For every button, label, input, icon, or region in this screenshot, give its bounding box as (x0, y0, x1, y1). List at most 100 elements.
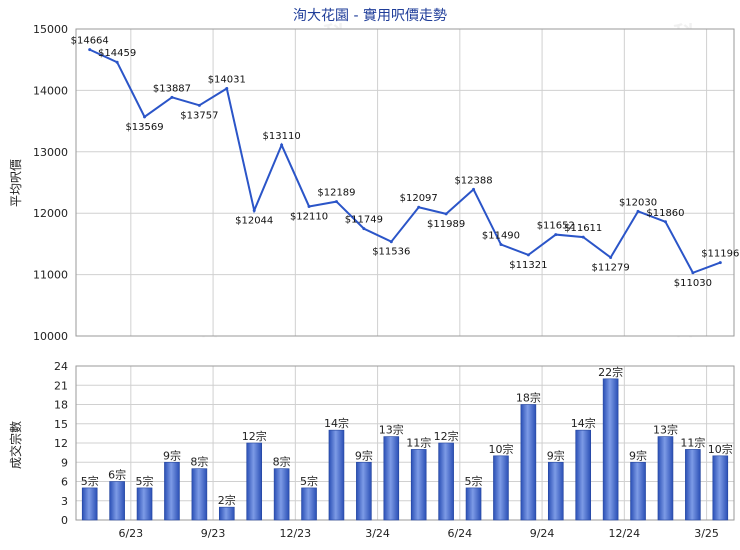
chart-title: 洵大花園 - 實用呎價走勢 (293, 7, 447, 24)
volume-data-label: 11宗 (406, 435, 431, 449)
volume-data-label: 11宗 (680, 435, 705, 449)
price-point (280, 143, 284, 147)
price-point (718, 261, 722, 265)
price-data-label: $11030 (674, 278, 712, 289)
price-data-label: $12097 (400, 193, 438, 204)
volume-data-label: 9宗 (629, 448, 647, 462)
price-data-label: $14031 (208, 74, 246, 85)
price-point (472, 187, 476, 191)
plot-frame (75, 365, 735, 521)
y-tick-label: 21 (54, 379, 68, 392)
volume-bar (328, 429, 345, 521)
volume-data-label: 12宗 (434, 429, 459, 443)
y-tick-label: 24 (54, 360, 68, 373)
price-data-label: $12388 (454, 175, 492, 186)
y-tick-label: 15000 (33, 23, 68, 36)
price-point (225, 86, 229, 90)
volume-bar (520, 404, 537, 521)
x-tick-label: 9/24 (530, 527, 555, 540)
volume-data-label: 18宗 (516, 391, 541, 405)
volume-data-label: 10宗 (488, 442, 513, 456)
price-data-label: $11196 (701, 249, 739, 260)
volume-bar (712, 455, 729, 521)
volume-bar (602, 378, 619, 521)
price-data-label: $13887 (153, 83, 191, 94)
volume-bar (191, 468, 208, 521)
price-point (609, 255, 613, 259)
y-tick-label: 9 (61, 456, 68, 469)
price-point (170, 95, 174, 99)
volume-bar (136, 487, 153, 521)
price-point (362, 227, 366, 231)
price-data-label: $14459 (98, 48, 136, 59)
price-point (143, 115, 147, 119)
y-tick-label: 10000 (33, 330, 68, 343)
price-point (307, 204, 311, 208)
volume-bar (630, 461, 646, 521)
y-tick-label: 3 (61, 495, 68, 508)
volume-data-label: 22宗 (598, 365, 623, 379)
volume-bar (301, 487, 317, 521)
volume-data-label: 9宗 (355, 448, 373, 462)
price-point (499, 243, 503, 247)
x-tick-label: 6/23 (118, 527, 143, 540)
price-point (389, 240, 393, 244)
price-point (197, 103, 201, 107)
line-y-axis-label: 平均呎價 (9, 159, 23, 207)
volume-data-label: 5宗 (300, 474, 318, 488)
volume-bar (246, 442, 263, 521)
price-data-label: $13569 (125, 122, 163, 133)
volume-bar (81, 487, 98, 521)
y-tick-label: 15 (54, 418, 68, 431)
y-tick-label: 11000 (33, 269, 68, 282)
price-point (526, 253, 530, 257)
price-point (636, 209, 640, 213)
volume-bar (356, 461, 372, 521)
price-point (88, 48, 92, 52)
x-tick-label: 9/23 (201, 527, 226, 540)
y-tick-label: 12 (54, 437, 68, 450)
plot-area (76, 29, 734, 336)
price-data-label: $11490 (482, 231, 520, 242)
volume-bar (465, 487, 482, 521)
volume-data-label: 5宗 (81, 474, 99, 488)
volume-bar (657, 436, 674, 521)
x-tick-label: 6/24 (447, 527, 472, 540)
volume-bar (547, 461, 564, 521)
price-data-label: $11749 (345, 215, 383, 226)
y-tick-label: 6 (61, 476, 68, 489)
y-tick-label: 0 (61, 514, 68, 527)
price-data-label: $12030 (619, 197, 657, 208)
price-data-label: $12189 (317, 188, 355, 199)
volume-bar (575, 429, 592, 521)
volume-data-label: 8宗 (273, 455, 291, 469)
volume-bar (493, 455, 509, 521)
bar-y-axis-label: 成交宗數 (8, 421, 23, 469)
price-point (691, 271, 695, 275)
volume-data-label: 12宗 (242, 429, 267, 443)
volume-data-label: 5宗 (136, 474, 154, 488)
y-tick-label: 12000 (33, 207, 68, 220)
volume-bar (438, 442, 454, 521)
price-point (554, 233, 558, 237)
volume-bar (383, 436, 400, 521)
volume-bar (410, 449, 427, 521)
volume-data-label: 2宗 (218, 493, 236, 507)
price-data-label: $11611 (564, 223, 602, 234)
price-data-label: $13110 (263, 131, 301, 142)
price-line-panel: 10000 11000 12000 13000 14000 15000$14664$144… (33, 23, 739, 343)
volume-data-label: 9宗 (163, 448, 181, 462)
volume-data-label: 14宗 (324, 416, 349, 430)
price-data-label: $11536 (372, 247, 410, 258)
price-point (663, 220, 667, 224)
x-tick-label: 3/25 (694, 527, 719, 540)
price-data-label: $11860 (646, 208, 684, 219)
price-point (115, 60, 119, 64)
volume-bar (164, 461, 180, 521)
volume-data-label: 13宗 (379, 423, 404, 437)
price-data-label: $14664 (71, 36, 109, 47)
volume-data-label: 8宗 (190, 455, 208, 469)
price-data-label: $13757 (180, 110, 218, 121)
volume-data-label: 14宗 (571, 416, 596, 430)
